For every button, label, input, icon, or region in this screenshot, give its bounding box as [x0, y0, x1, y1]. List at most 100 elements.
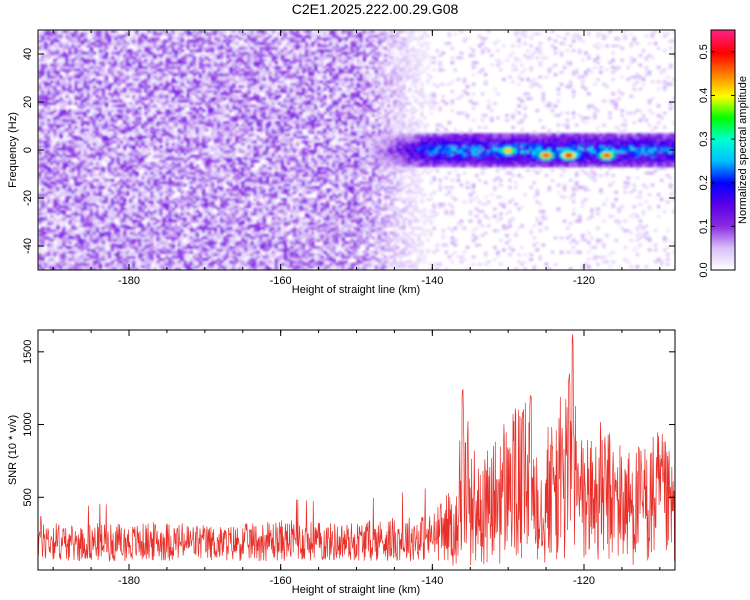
heatmap-cell	[180, 181, 185, 185]
heatmap-cell	[189, 118, 194, 122]
heatmap-cell	[119, 202, 124, 206]
heatmap-cell	[65, 162, 69, 165]
heatmap-cell	[71, 51, 75, 55]
heatmap-cell	[220, 267, 224, 270]
heatmap-cell	[86, 234, 91, 237]
heatmap-cell	[141, 250, 145, 254]
heatmap-cell	[147, 188, 151, 192]
heatmap-cell	[147, 54, 151, 57]
heatmap-cell	[71, 231, 75, 235]
heatmap-cell	[129, 51, 133, 55]
heatmap-cell	[113, 85, 118, 89]
heatmap-cell	[86, 116, 91, 120]
heatmap-cell	[147, 140, 151, 144]
heatmap-cell	[47, 70, 51, 74]
heatmap-cell	[135, 174, 139, 177]
heatmap-cell	[113, 195, 118, 199]
heatmap-cell	[83, 262, 88, 266]
heatmap-cell	[104, 46, 109, 50]
heatmap-cell	[174, 46, 179, 50]
heatmap-cell	[153, 217, 157, 221]
heatmap-cell	[56, 140, 60, 144]
heatmap-cell	[171, 87, 176, 91]
heatmap-cell	[119, 34, 124, 38]
heatmap-cell	[92, 140, 97, 144]
heatmap-cell	[186, 176, 191, 180]
heatmap-cell	[177, 118, 182, 122]
heatmap-cell	[113, 231, 118, 235]
heatmap-cell	[101, 219, 106, 223]
heatmap-cell	[244, 210, 248, 213]
heatmap-cell	[141, 102, 145, 105]
heatmap-cell	[180, 217, 185, 221]
heatmap-cell	[104, 87, 109, 91]
heatmap-cell	[204, 214, 209, 218]
heatmap-cell	[192, 42, 197, 45]
heatmap-cell	[71, 222, 75, 225]
heatmap-cell	[235, 226, 239, 230]
heatmap-cell	[138, 92, 142, 96]
heatmap-cell	[192, 157, 197, 161]
heatmap-cell	[41, 169, 45, 173]
heatmap-cell	[189, 130, 194, 134]
heatmap-cell	[92, 147, 97, 151]
heatmap-cell	[71, 102, 75, 105]
heatmap-cell	[62, 210, 66, 213]
heatmap-cell	[132, 212, 136, 216]
heatmap-cell	[119, 234, 124, 237]
heatmap-cell	[47, 138, 51, 141]
heatmap-cell	[195, 186, 200, 189]
heatmap-cell	[83, 80, 88, 84]
heatmap-cell	[135, 205, 139, 209]
heatmap-cell	[77, 250, 82, 254]
heatmap-cell	[223, 226, 227, 230]
heatmap-cell	[162, 140, 166, 144]
heatmap-cell	[223, 238, 227, 242]
heatmap-cell	[162, 224, 166, 228]
heatmap-cell	[168, 44, 173, 48]
heatmap-cell	[153, 90, 157, 93]
heatmap-cell	[162, 104, 166, 108]
heatmap-cell	[122, 51, 127, 55]
heatmap-cell	[83, 34, 88, 38]
heatmap-cell	[98, 32, 103, 36]
heatmap-cell	[150, 246, 154, 249]
heatmap-cell	[135, 90, 139, 93]
heatmap-cell	[92, 210, 97, 213]
heatmap-cell	[44, 164, 48, 168]
heatmap-cell	[50, 246, 54, 249]
heatmap-cell	[204, 157, 209, 161]
heatmap-cell	[210, 106, 215, 110]
heatmap-cell	[74, 34, 79, 38]
heatmap-cell	[68, 164, 72, 168]
heatmap-cell	[153, 87, 157, 91]
heatmap-cell	[220, 44, 224, 48]
heatmap-cell	[132, 51, 136, 55]
heatmap-cell	[138, 99, 142, 103]
heatmap-cell	[229, 171, 233, 175]
heatmap-cell	[150, 224, 154, 228]
heatmap-cell	[104, 111, 109, 115]
heatmap-cell	[192, 205, 197, 209]
heatmap-cell	[216, 94, 221, 98]
heatmap-cell	[198, 58, 203, 62]
heatmap-cell	[238, 234, 242, 237]
heatmap-cell	[41, 181, 45, 185]
heatmap-cell	[247, 202, 251, 206]
heatmap-cell	[56, 126, 60, 129]
heatmap-cell	[71, 61, 75, 65]
heatmap-cell	[229, 138, 233, 141]
heatmap-cell	[195, 97, 200, 101]
heatmap-cell	[116, 92, 121, 96]
heatmap-cell	[129, 207, 133, 211]
heatmap-cell	[110, 92, 115, 96]
heatmap-cell	[216, 90, 221, 93]
heatmap-cell	[95, 97, 100, 101]
heatmap-cell	[204, 241, 209, 245]
heatmap-cell	[80, 193, 85, 197]
heatmap-cell	[41, 66, 45, 69]
heatmap-cell	[113, 109, 118, 113]
heatmap-cell	[125, 42, 130, 45]
heatmap-cell	[183, 56, 188, 60]
heatmap-cell	[147, 166, 151, 170]
